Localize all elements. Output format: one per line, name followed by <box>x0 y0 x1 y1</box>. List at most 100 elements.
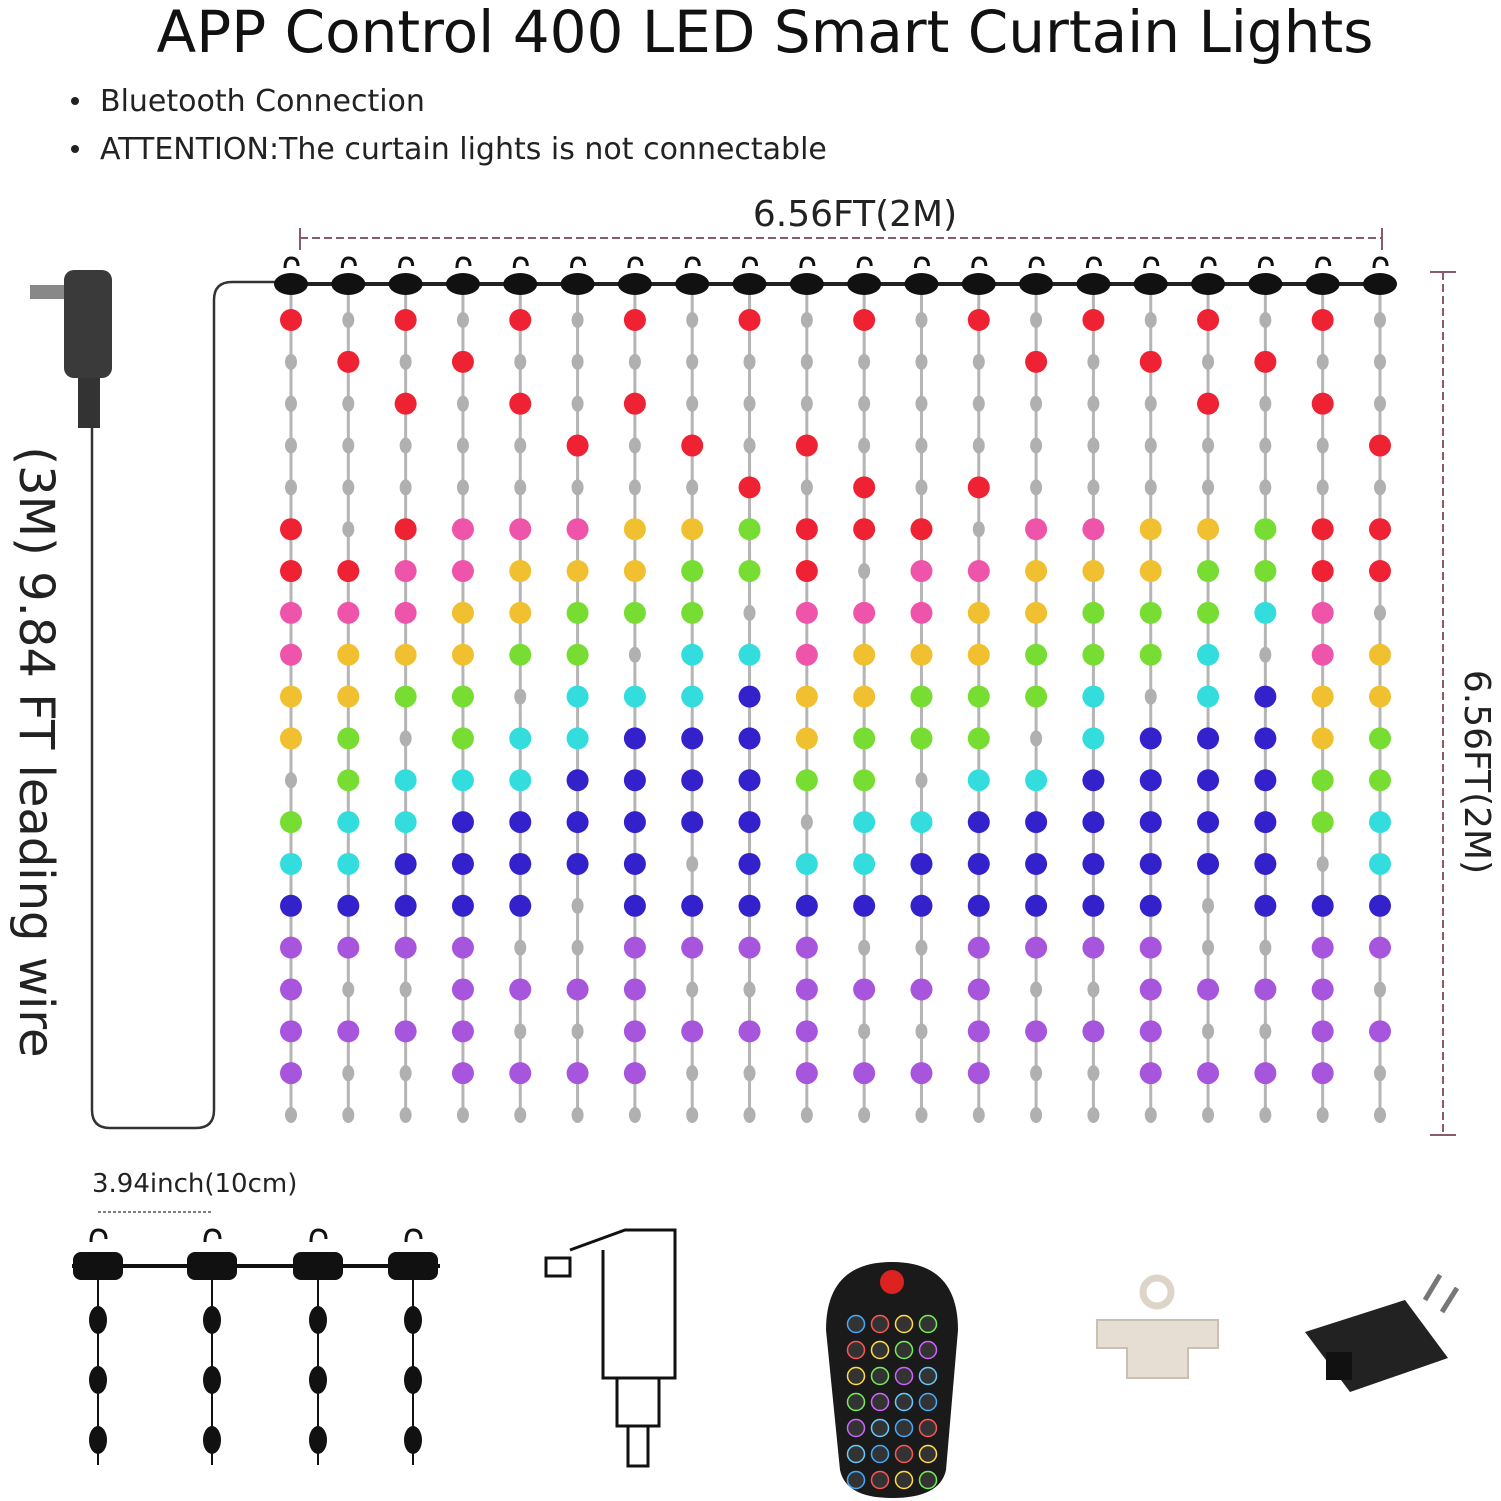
led-off <box>399 353 412 370</box>
led <box>1197 685 1220 708</box>
led-off <box>1144 312 1157 328</box>
remote-button <box>918 1366 938 1386</box>
led <box>623 1062 646 1085</box>
led <box>967 894 990 917</box>
led <box>1197 560 1220 583</box>
led <box>1139 350 1162 373</box>
led <box>681 518 704 541</box>
led-off <box>399 981 412 998</box>
led-off <box>1259 437 1272 454</box>
led <box>1139 643 1162 666</box>
led-off <box>514 1107 527 1123</box>
led-off <box>571 897 584 914</box>
led-off <box>915 437 928 454</box>
led <box>1254 978 1277 1001</box>
led <box>853 978 876 1001</box>
led <box>738 309 761 331</box>
led <box>280 727 302 750</box>
remote-button <box>918 1444 938 1464</box>
led <box>853 894 876 917</box>
led <box>280 1020 302 1043</box>
led-off <box>1374 1065 1386 1082</box>
detail-strands <box>73 1228 438 1465</box>
led <box>681 769 704 792</box>
remote-button <box>846 1340 866 1360</box>
remote-button <box>894 1340 914 1360</box>
led <box>681 685 704 708</box>
led <box>1139 1020 1162 1043</box>
led <box>1025 560 1048 583</box>
led <box>1139 894 1162 917</box>
led <box>451 601 474 624</box>
led-off <box>1087 437 1100 454</box>
led-off <box>1374 479 1386 496</box>
led <box>1311 518 1334 541</box>
led <box>394 852 417 875</box>
led-off <box>1316 479 1329 496</box>
led <box>394 601 417 624</box>
led-off <box>915 479 928 496</box>
led-off <box>686 855 699 872</box>
led <box>1369 769 1391 792</box>
clip <box>560 273 595 295</box>
led-off <box>1374 981 1386 998</box>
clip <box>732 273 767 295</box>
led <box>280 309 302 331</box>
detail-bead <box>89 1366 107 1394</box>
led-off <box>743 604 756 621</box>
led-off <box>456 312 469 328</box>
led-off <box>456 479 469 496</box>
led <box>451 936 474 959</box>
hook <box>283 256 300 269</box>
led-off <box>628 646 641 663</box>
led-off <box>686 479 699 496</box>
led <box>738 852 761 875</box>
led <box>566 518 589 541</box>
clip <box>445 273 480 295</box>
led-off <box>1202 1107 1215 1123</box>
led-off <box>1316 1107 1329 1123</box>
led <box>681 560 704 583</box>
led <box>967 978 990 1001</box>
remote-button <box>894 1418 914 1438</box>
led <box>509 852 532 875</box>
clip <box>961 273 996 295</box>
detail-bead <box>203 1306 221 1334</box>
led <box>280 978 302 1001</box>
led-off <box>1144 688 1157 705</box>
clip <box>617 273 652 295</box>
remote-button <box>870 1340 890 1360</box>
clip <box>847 273 882 295</box>
remote-button <box>894 1470 914 1490</box>
led-off <box>915 939 928 956</box>
led <box>738 936 761 959</box>
led <box>1311 1020 1334 1043</box>
led-off <box>743 395 756 412</box>
led-off <box>1030 437 1043 454</box>
led-off <box>915 395 928 412</box>
led <box>566 643 589 666</box>
led-off <box>1202 479 1215 496</box>
led <box>623 769 646 792</box>
led <box>509 643 532 666</box>
remote-button <box>846 1392 866 1412</box>
led <box>566 685 589 708</box>
led <box>1082 1020 1105 1043</box>
led <box>509 560 532 583</box>
led <box>738 769 761 792</box>
detail-bead <box>203 1426 221 1454</box>
detail-bead <box>309 1426 327 1454</box>
led-off <box>628 353 641 370</box>
led <box>1254 518 1277 541</box>
led-off <box>686 395 699 412</box>
led <box>1197 978 1220 1001</box>
led-off <box>571 395 584 412</box>
detail-bead <box>404 1426 422 1454</box>
led-off <box>1259 1107 1272 1123</box>
led <box>1369 936 1391 959</box>
led-off <box>285 395 297 412</box>
led <box>1139 727 1162 750</box>
led-off <box>1144 1107 1157 1123</box>
led-off <box>1087 395 1100 412</box>
led-off <box>1259 1023 1272 1040</box>
